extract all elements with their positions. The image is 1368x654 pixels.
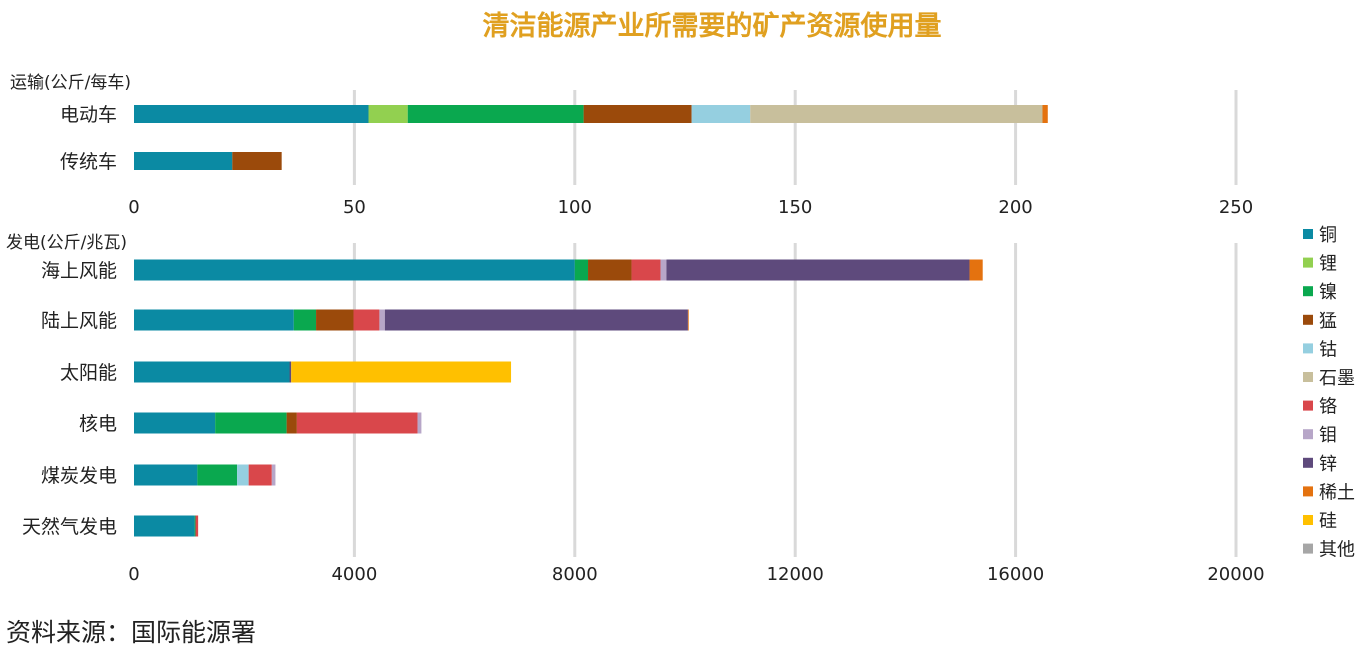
legend-label: 石墨 <box>1319 368 1355 389</box>
bar-segment <box>134 259 575 281</box>
bar-segment <box>583 105 692 123</box>
x-tick-label: 0 <box>128 197 139 218</box>
chart-title: 清洁能源产业所需要的矿产资源使用量 <box>483 10 942 42</box>
bar-segment <box>134 361 290 383</box>
x-tick-label: 16000 <box>987 564 1044 585</box>
power-ylabel: 发电(公斤/兆瓦) <box>6 233 127 253</box>
bar-segment <box>384 309 688 331</box>
x-tick-label: 250 <box>1219 197 1253 218</box>
category-label: 天然气发电 <box>22 516 117 538</box>
legend-swatch <box>1303 457 1313 468</box>
legend-swatch <box>1303 400 1313 411</box>
bar-segment <box>588 259 632 281</box>
bar-segment <box>134 464 198 486</box>
bar-segment <box>296 412 418 434</box>
x-tick-label: 8000 <box>552 564 598 585</box>
legend-swatch <box>1303 343 1313 354</box>
bar-segment <box>1042 105 1048 123</box>
x-tick-label: 200 <box>998 197 1032 218</box>
x-tick-label: 0 <box>128 564 139 585</box>
bar-segment <box>271 464 276 486</box>
bar-segment <box>687 309 689 331</box>
legend-swatch <box>1303 515 1313 525</box>
legend-label: 锌 <box>1319 454 1337 475</box>
bar-segment <box>407 105 584 123</box>
legend-swatch <box>1303 372 1313 382</box>
x-tick-label: 4000 <box>331 564 377 585</box>
bar-segment <box>368 105 408 123</box>
legend-label: 锂 <box>1319 254 1337 275</box>
transport-gridlines <box>352 90 1238 185</box>
bar-segment <box>195 515 199 537</box>
category-label: 海上风能 <box>41 260 117 282</box>
legend-swatch <box>1303 486 1313 497</box>
bar-segment <box>134 105 369 123</box>
legend-label: 猛 <box>1319 311 1337 332</box>
bar-segment <box>248 464 272 486</box>
category-label: 太阳能 <box>60 362 117 384</box>
transport-ylabel: 运输(公斤/每车) <box>10 73 131 93</box>
bar-segment <box>197 464 238 486</box>
x-tick-label: 12000 <box>767 564 824 585</box>
transport-bars <box>134 105 1048 170</box>
legend-swatch <box>1303 286 1313 297</box>
transport-x-tick-labels: 0 50 100 150 200 250 <box>128 197 1253 218</box>
legend-label: 镍 <box>1319 282 1337 303</box>
bar-segment <box>134 412 216 434</box>
bar-segment <box>969 259 983 281</box>
legend-label: 其他 <box>1319 540 1355 561</box>
category-label: 核电 <box>79 413 117 435</box>
x-tick-label: 150 <box>778 197 812 218</box>
legend-label: 铜 <box>1319 225 1337 246</box>
bar-segment <box>316 309 354 331</box>
bar-segment <box>353 309 380 331</box>
bar-segment <box>215 412 287 434</box>
bar-segment <box>691 105 751 123</box>
legend-label: 硅 <box>1319 511 1337 532</box>
legend-label: 钼 <box>1319 425 1337 446</box>
legend-label: 钴 <box>1319 339 1337 360</box>
bar-segment <box>134 309 294 331</box>
bar-segment <box>660 259 667 281</box>
bar-segment <box>286 412 297 434</box>
power-x-tick-labels: 0 4000 8000 12000 16000 20000 <box>128 564 1264 585</box>
bar-segment <box>293 309 317 331</box>
bar-segment <box>134 152 233 170</box>
legend-swatch <box>1303 314 1313 325</box>
bar-segment <box>666 259 970 281</box>
x-tick-label: 20000 <box>1207 564 1264 585</box>
bar-segment <box>237 464 249 486</box>
bar-segment <box>417 412 422 434</box>
bar-segment <box>379 309 385 331</box>
power-bars <box>134 259 983 537</box>
x-tick-label: 100 <box>558 197 592 218</box>
bar-segment <box>289 361 292 383</box>
legend-swatch <box>1303 543 1313 554</box>
legend-swatch <box>1303 229 1313 239</box>
bar-segment <box>631 259 661 281</box>
category-label: 陆上风能 <box>41 310 117 332</box>
legend-label: 稀土 <box>1319 482 1355 503</box>
x-tick-label: 50 <box>343 197 366 218</box>
power-gridlines <box>352 243 1238 557</box>
bar-segment <box>232 152 282 170</box>
bar-segment <box>291 361 512 383</box>
category-label: 传统车 <box>60 151 117 173</box>
bar-segment <box>194 515 196 537</box>
category-label: 煤炭发电 <box>41 465 117 487</box>
category-label: 电动车 <box>60 104 117 126</box>
legend-label: 铬 <box>1319 397 1337 418</box>
bar-segment <box>134 515 195 537</box>
legend-swatch <box>1303 429 1313 440</box>
bar-segment <box>574 259 589 281</box>
source-note: 资料来源：国际能源署 <box>6 618 256 647</box>
legend-swatch <box>1303 257 1313 268</box>
bar-segment <box>750 105 1043 123</box>
